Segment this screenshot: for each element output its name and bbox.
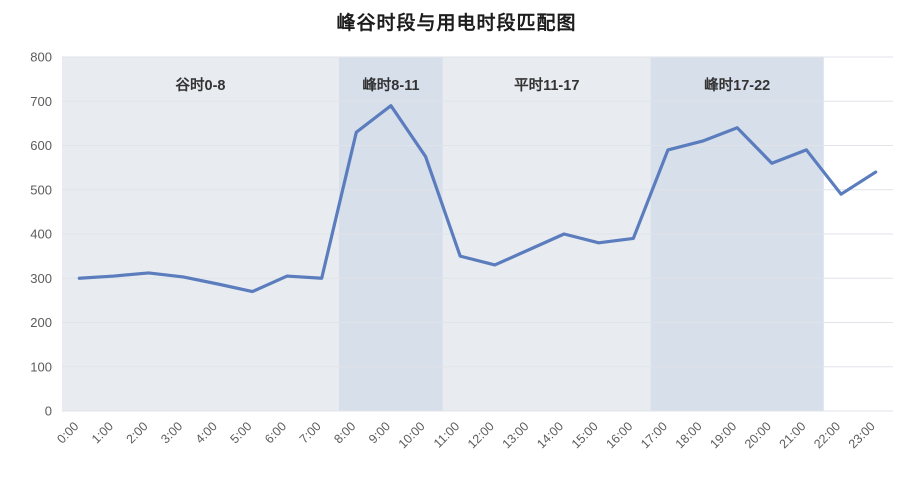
- y-tick-label: 500: [30, 182, 52, 197]
- y-tick-label: 400: [30, 227, 52, 242]
- x-tick-label: 22:00: [811, 419, 843, 451]
- y-tick-label: 100: [30, 359, 52, 374]
- x-tick-label: 23:00: [846, 419, 878, 451]
- x-tick-label: 2:00: [124, 419, 151, 446]
- period-band-label: 平时11-17: [514, 77, 579, 94]
- x-tick-label: 16:00: [603, 419, 635, 451]
- x-tick-label: 13:00: [500, 419, 532, 451]
- x-tick-label: 21:00: [777, 419, 809, 451]
- x-tick-label: 6:00: [262, 419, 289, 446]
- x-tick-label: 9:00: [366, 419, 393, 446]
- x-tick-label: 1:00: [89, 419, 116, 446]
- period-band-label: 峰时17-22: [704, 76, 770, 94]
- x-tick-label: 8:00: [331, 419, 358, 446]
- x-tick-label: 11:00: [431, 419, 462, 450]
- x-tick-label: 17:00: [638, 419, 670, 451]
- x-tick-label: 3:00: [158, 419, 185, 446]
- x-tick-label: 18:00: [673, 419, 705, 451]
- period-band-label: 峰时8-11: [362, 76, 419, 94]
- y-tick-label: 0: [45, 404, 52, 419]
- x-tick-label: 14:00: [534, 419, 566, 451]
- x-tick-label: 20:00: [742, 419, 774, 451]
- x-tick-label: 5:00: [227, 419, 254, 446]
- x-tick-label: 0:00: [54, 419, 81, 446]
- x-tick-label: 7:00: [297, 419, 324, 446]
- y-tick-label: 600: [30, 138, 52, 153]
- y-tick-label: 300: [30, 271, 52, 286]
- y-tick-label: 800: [30, 50, 52, 65]
- x-tick-label: 19:00: [707, 419, 739, 451]
- series-line: [77, 104, 878, 294]
- chart-title: 峰谷时段与用电时段匹配图: [336, 13, 577, 34]
- x-tick-label: 4:00: [193, 419, 220, 446]
- y-tick-label: 700: [30, 94, 52, 109]
- x-tick-label: 12:00: [465, 419, 497, 451]
- x-tick-label: 10:00: [396, 419, 428, 451]
- y-tick-label: 200: [30, 315, 52, 330]
- period-band-label: 谷时0-8: [176, 77, 226, 94]
- x-tick-label: 15:00: [569, 419, 601, 451]
